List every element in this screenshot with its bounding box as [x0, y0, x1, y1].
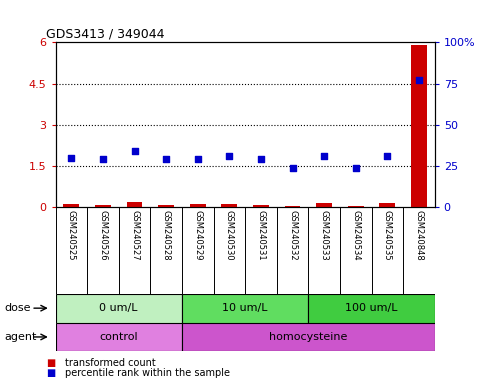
Bar: [308, 294, 435, 323]
Bar: [182, 323, 435, 351]
Point: [320, 153, 328, 159]
Bar: [95, 205, 111, 207]
Bar: [221, 204, 237, 207]
Text: 10 um/L: 10 um/L: [222, 303, 268, 313]
Text: 100 um/L: 100 um/L: [345, 303, 398, 313]
Point: [289, 165, 297, 171]
Bar: [253, 205, 269, 207]
Text: GSM240525: GSM240525: [67, 210, 76, 260]
Text: GSM240533: GSM240533: [320, 210, 328, 261]
Bar: [348, 206, 364, 207]
Text: GSM240527: GSM240527: [130, 210, 139, 261]
Bar: [158, 205, 174, 207]
Text: homocysteine: homocysteine: [269, 332, 347, 342]
Text: GSM240526: GSM240526: [99, 210, 107, 261]
Bar: [56, 294, 182, 323]
Point: [162, 156, 170, 162]
Point: [131, 148, 139, 154]
Text: GSM240532: GSM240532: [288, 210, 297, 261]
Bar: [411, 45, 427, 207]
Bar: [190, 204, 206, 207]
Point: [384, 153, 391, 159]
Bar: [127, 202, 142, 207]
Point: [415, 77, 423, 83]
Bar: [284, 206, 300, 207]
Text: control: control: [99, 332, 138, 342]
Point: [194, 156, 201, 162]
Text: transformed count: transformed count: [65, 358, 156, 368]
Point: [226, 153, 233, 159]
Text: GSM240528: GSM240528: [162, 210, 170, 261]
Text: GSM240530: GSM240530: [225, 210, 234, 261]
Text: GSM240535: GSM240535: [383, 210, 392, 261]
Text: 0 um/L: 0 um/L: [99, 303, 138, 313]
Point: [99, 156, 107, 162]
Bar: [316, 203, 332, 207]
Text: GSM240531: GSM240531: [256, 210, 266, 261]
Text: ■: ■: [46, 358, 55, 368]
Point: [352, 165, 359, 171]
Text: GSM240534: GSM240534: [351, 210, 360, 261]
Bar: [63, 204, 79, 207]
Text: agent: agent: [5, 332, 37, 342]
Point: [257, 156, 265, 162]
Point: [68, 155, 75, 161]
Text: GSM240848: GSM240848: [414, 210, 424, 261]
Text: dose: dose: [5, 303, 31, 313]
Text: GDS3413 / 349044: GDS3413 / 349044: [46, 27, 164, 40]
Text: GSM240529: GSM240529: [193, 210, 202, 260]
Text: percentile rank within the sample: percentile rank within the sample: [65, 368, 230, 379]
Bar: [380, 203, 395, 207]
Bar: [56, 323, 182, 351]
Bar: [182, 294, 308, 323]
Text: ■: ■: [46, 368, 55, 379]
